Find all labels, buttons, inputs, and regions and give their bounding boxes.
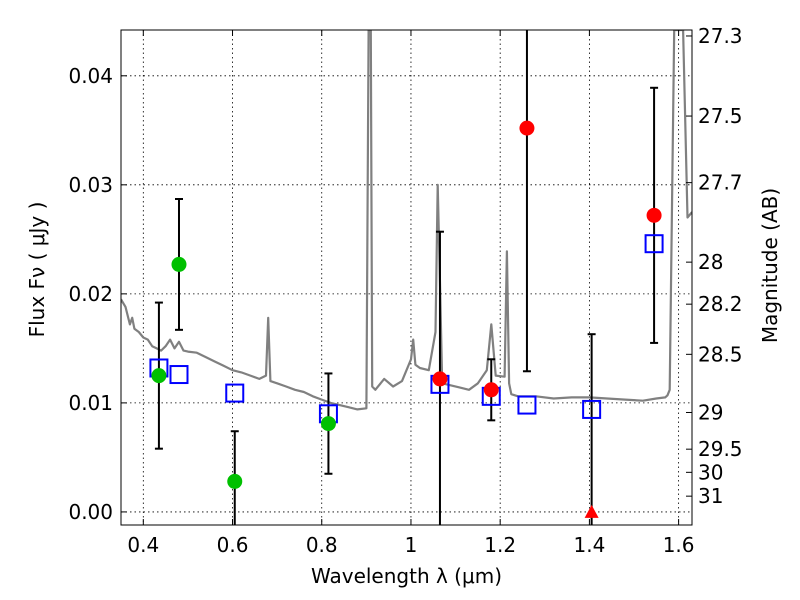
data-point-circle: [320, 416, 336, 432]
x-tick-label: 1.6: [663, 533, 695, 557]
y-tick-label: 0.02: [68, 282, 113, 306]
mag-tick-label: 28.5: [698, 342, 743, 366]
y-axis-title-right: Magnitude (AB): [758, 188, 782, 343]
y-tick-label: 0.01: [68, 391, 113, 415]
x-tick-label: 1.4: [573, 533, 605, 557]
model-point-square: [517, 395, 537, 415]
axis-ticks: 0.4 0.6 0.8 1 1.2 1.4 1.6 0.00 0.01 0.02 0.03 0.04 2…: [68, 24, 742, 557]
x-tick-label: 1.2: [484, 533, 516, 557]
data-point-circle: [483, 382, 499, 398]
y-tick-label: 0.04: [68, 64, 113, 88]
mag-tick-label: 30: [698, 460, 723, 484]
x-tick-label: 0.8: [306, 533, 338, 557]
plot-area: [121, 30, 692, 525]
x-axis-title: Wavelength λ (μm): [311, 564, 502, 588]
mag-tick-label: 28: [698, 250, 723, 274]
model-point-square: [644, 234, 664, 254]
y-tick-label: 0.00: [68, 500, 113, 524]
sed-line: [121, 30, 692, 411]
mag-tick-label: 27.3: [698, 24, 743, 48]
model-point-square: [225, 383, 245, 403]
x-tick-label: 0.4: [127, 533, 159, 557]
plot-frame: [120, 29, 693, 526]
x-tick-label: 0.6: [217, 533, 249, 557]
x-tick-label: 1: [405, 533, 418, 557]
mag-tick-label: 27.7: [698, 171, 743, 195]
mag-tick-label: 27.5: [698, 104, 743, 128]
mag-tick-label: 29.5: [698, 437, 743, 461]
y-tick-label: 0.03: [68, 173, 113, 197]
mag-tick-label: 28.2: [698, 292, 743, 316]
upper-limit-triangle: [584, 504, 599, 518]
y-axis-title-left: Flux Fν ( μJy ): [25, 202, 49, 338]
data-point-circle: [432, 371, 448, 387]
model-point-square: [582, 399, 602, 419]
data-point-circle: [646, 207, 662, 223]
model-point-square: [169, 365, 189, 385]
data-point-circle: [519, 120, 535, 136]
data-point-circle: [227, 473, 243, 489]
data-point-circle: [151, 368, 167, 384]
mag-tick-label: 29: [698, 400, 723, 424]
data-point-circle: [171, 256, 187, 272]
grid: [121, 30, 692, 525]
mag-tick-label: 31: [698, 484, 723, 508]
